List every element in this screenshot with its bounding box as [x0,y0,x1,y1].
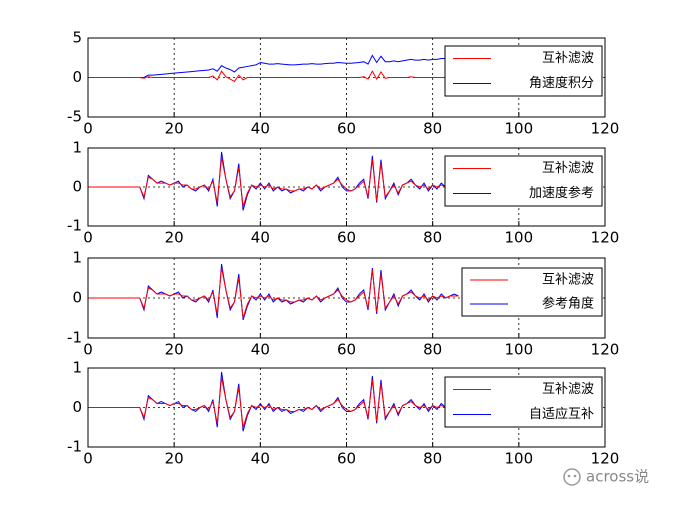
y-tick-label: 1 [72,139,82,157]
x-tick-label: 60 [337,341,356,359]
x-tick-label: 80 [423,341,442,359]
legend-label: 自适应互补 [529,406,594,422]
x-tick-label: 0 [83,229,93,247]
x-tick-label: 120 [591,120,620,138]
y-tick-label: 5 [72,29,82,47]
x-tick-label: 100 [505,229,534,247]
y-tick-label: 0 [72,398,82,416]
watermark-text: across说 [586,468,649,486]
x-tick-label: 120 [591,450,620,468]
series-line [88,377,459,428]
y-tick-label: 1 [72,359,82,377]
watermark-icon-eye [573,474,577,478]
y-tick-label: 0 [72,289,82,307]
x-tick-label: 100 [505,450,534,468]
legend-box [444,155,603,207]
series-line [88,54,459,78]
y-tick-label: -5 [67,108,82,126]
x-tick-label: 80 [423,229,442,247]
x-tick-label: 40 [251,229,270,247]
legend-label: 互补滤波 [542,273,594,288]
x-tick-label: 40 [251,450,270,468]
x-tick-label: 60 [337,229,356,247]
legend-box [444,45,603,97]
x-tick-label: 100 [505,120,534,138]
watermark: across说 [563,468,649,486]
axes-box [87,257,606,339]
x-tick-label: 40 [251,341,270,359]
axes-box [87,367,606,448]
y-tick-label: -1 [67,329,82,347]
x-tick-label: 20 [165,120,184,138]
x-tick-label: 100 [505,341,534,359]
x-tick-label: 0 [83,450,93,468]
y-tick-label: 0 [72,68,82,86]
axes-box [87,147,606,227]
x-tick-label: 120 [591,229,620,247]
legend-label: 角速度积分 [529,75,594,91]
x-tick-label: 0 [83,120,93,138]
x-tick-label: 120 [591,341,620,359]
x-tick-label: 60 [337,120,356,138]
series-line [88,267,459,319]
x-tick-label: 80 [423,120,442,138]
legend-label: 互补滤波 [542,161,594,176]
watermark-icon [563,468,581,486]
x-tick-label: 60 [337,450,356,468]
x-tick-label: 20 [165,450,184,468]
legend-label: 参考角度 [542,296,594,312]
axes-box [87,37,606,118]
y-tick-label: 1 [72,249,82,267]
legend-label: 互补滤波 [542,382,594,397]
series-line [88,157,459,207]
watermark-icon-eye [567,474,571,478]
y-tick-label: -1 [67,217,82,235]
y-tick-label: 0 [72,178,82,196]
x-tick-label: 80 [423,450,442,468]
x-tick-label: 20 [165,229,184,247]
legend-box [461,267,603,317]
x-tick-label: 40 [251,120,270,138]
legend-box [444,376,603,428]
y-tick-label: -1 [67,438,82,456]
series-line [88,70,459,83]
legend-label: 加速度参考 [529,185,594,201]
x-tick-label: 20 [165,341,184,359]
legend-label: 互补滤波 [542,51,594,66]
x-tick-label: 0 [83,341,93,359]
